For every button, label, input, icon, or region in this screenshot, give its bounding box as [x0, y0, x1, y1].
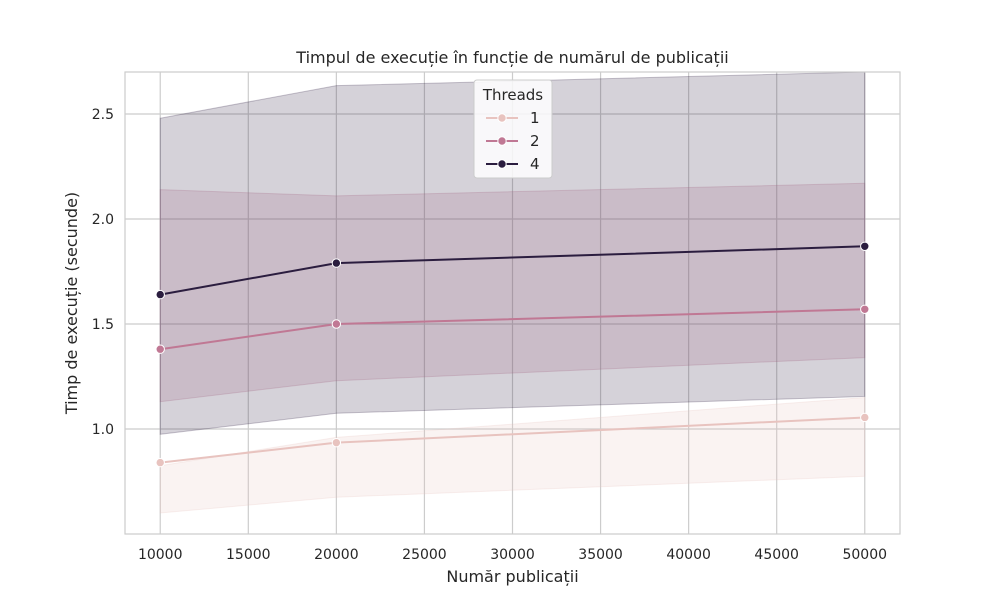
x-tick-label: 30000: [490, 547, 535, 563]
confidence-band-4: [159, 71, 866, 435]
x-tick-label: 20000: [314, 547, 359, 563]
data-point-1: [860, 412, 870, 423]
confidence-bands: [159, 71, 866, 514]
y-tick-label: 1.0: [92, 422, 114, 438]
x-tick-label: 10000: [138, 547, 183, 563]
x-axis-label: Număr publicații: [446, 567, 578, 586]
x-tick-label: 45000: [754, 547, 799, 563]
legend-label-2: 2: [530, 132, 540, 150]
legend: Threads 1 2 4: [473, 79, 553, 179]
x-tick-label: 35000: [578, 547, 623, 563]
confidence-band-2: [159, 182, 866, 403]
legend-marker-4: [497, 159, 507, 169]
data-point-1: [331, 437, 342, 448]
x-tick-labels: 10000 15000 20000 25000 30000 35000 40000 45000…: [138, 547, 887, 563]
plot-frame: [124, 71, 901, 535]
y-axis-label: Timp de execuție (secunde): [62, 192, 81, 415]
data-point-2: [155, 344, 165, 354]
y-tick-labels: 1.0 1.5 2.0 2.5: [92, 107, 114, 438]
legend-box: [473, 79, 553, 179]
data-point-4: [331, 258, 342, 268]
data-point-4: [155, 289, 165, 300]
data-point-1: [155, 457, 165, 468]
x-tick-label: 25000: [402, 547, 447, 563]
y-tick-label: 1.5: [92, 317, 114, 333]
legend-label-1: 1: [530, 109, 540, 127]
chart-title: Timpul de execuție în funcție de numărul…: [295, 48, 728, 67]
legend-label-4: 4: [530, 155, 540, 173]
y-tick-label: 2.5: [92, 107, 114, 123]
legend-marker-1: [497, 113, 507, 123]
data-point-2: [331, 319, 342, 329]
x-tick-label: 15000: [226, 547, 271, 563]
data-point-4: [860, 241, 870, 252]
x-tick-label: 50000: [842, 547, 887, 563]
data-point-2: [860, 304, 870, 314]
x-tick-label: 40000: [666, 547, 711, 563]
legend-title: Threads: [482, 86, 543, 104]
legend-items: 1 2 4: [486, 109, 540, 173]
series-markers: [155, 241, 870, 468]
y-tick-label: 2.0: [92, 212, 114, 228]
legend-marker-2: [497, 136, 507, 146]
